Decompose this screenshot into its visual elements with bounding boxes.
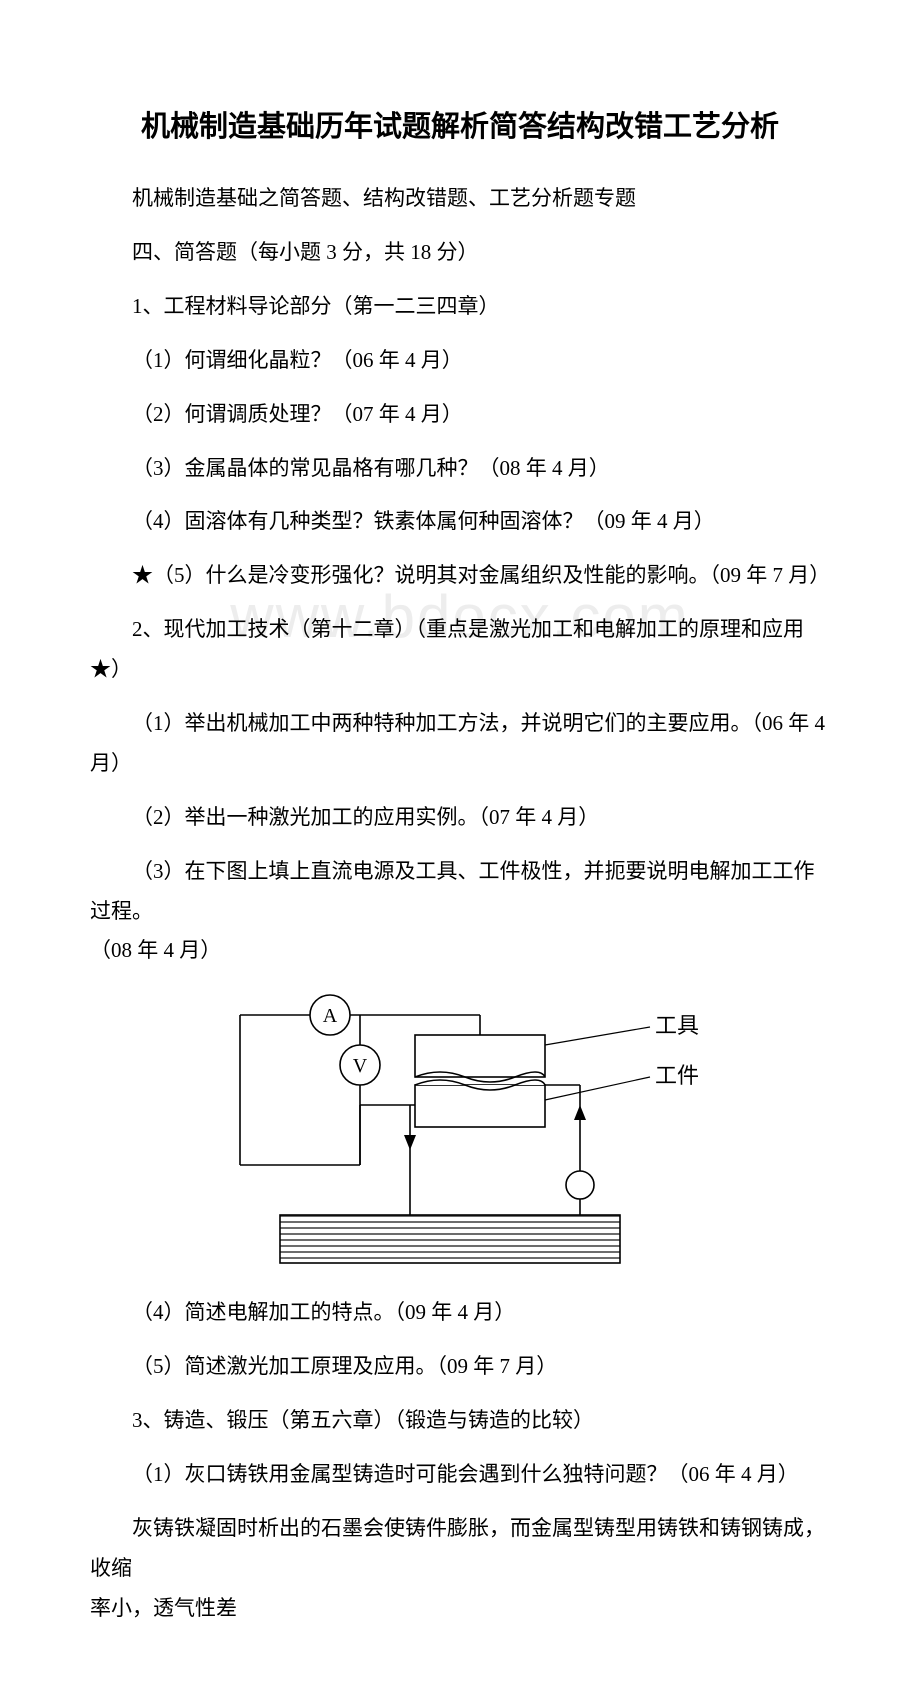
group2-item: （5）简述激光加工原理及应用。（09 年 7 月） [90,1347,830,1387]
diagram-svg: A V 工具 工件 [180,985,740,1275]
group1-item: （1）何谓细化晶粒？（06 年 4 月） [90,341,830,381]
group3-item: （1）灰口铸铁用金属型铸造时可能会遇到什么独特问题？（06 年 4 月） [90,1455,830,1495]
workpiece-block [415,1085,545,1127]
section-header: 四、简答题（每小题 3 分，共 18 分） [90,233,830,273]
tool-label: 工具 [655,1013,699,1038]
arrow-up-icon [574,1105,586,1120]
group3-heading: 3、铸造、锻压（第五六章）（锻造与铸造的比较） [90,1401,830,1441]
group2-item: （2）举出一种激光加工的应用实例。（07 年 4 月） [90,798,830,838]
arrow-down-icon [404,1135,416,1150]
group1-item: （2）何谓调质处理？（07 年 4 月） [90,395,830,435]
group2-heading: 2、现代加工技术（第十二章）（重点是激光加工和电解加工的原理和应用★） [90,610,830,690]
electrolysis-diagram: A V 工具 工件 [90,985,830,1275]
group2-item: （4）简述电解加工的特点。（09 年 4 月） [90,1293,830,1333]
group3-answer-a: 灰铸铁凝固时析出的石墨会使铸件膨胀，而金属型铸型用铸铁和铸钢铸成，收缩 [90,1509,830,1589]
page-title: 机械制造基础历年试题解析简答结构改错工艺分析 [90,100,830,155]
group1-item: （4）固溶体有几种类型？铁素体属何种固溶体？（09 年 4 月） [90,502,830,542]
pump-icon [566,1171,594,1199]
electrolyte-tank [280,1215,620,1263]
group3-answer-b: 率小，透气性差 [90,1589,830,1629]
workpiece-label: 工件 [655,1063,699,1088]
group1-heading: 1、工程材料导论部分（第一二三四章） [90,287,830,327]
intro-text: 机械制造基础之简答题、结构改错题、工艺分析题专题 [90,179,830,219]
group1-item: ★（5）什么是冷变形强化？说明其对金属组织及性能的影响。（09 年 7 月） [90,556,830,596]
page-content: 机械制造基础历年试题解析简答结构改错工艺分析 机械制造基础之简答题、结构改错题、… [90,100,830,1629]
group1-item: （3）金属晶体的常见晶格有哪几种？（08 年 4 月） [90,449,830,489]
voltmeter-label: V [353,1055,368,1077]
group2-item: （1）举出机械加工中两种特种加工方法，并说明它们的主要应用。（06 年 4 月） [90,704,830,784]
group2-item3a: （3）在下图上填上直流电源及工具、工件极性，并扼要说明电解加工工作过程。 [90,852,830,932]
group2-item3b: （08 年 4 月） [90,931,830,971]
ammeter-label: A [323,1005,338,1027]
tool-block [415,1035,545,1077]
